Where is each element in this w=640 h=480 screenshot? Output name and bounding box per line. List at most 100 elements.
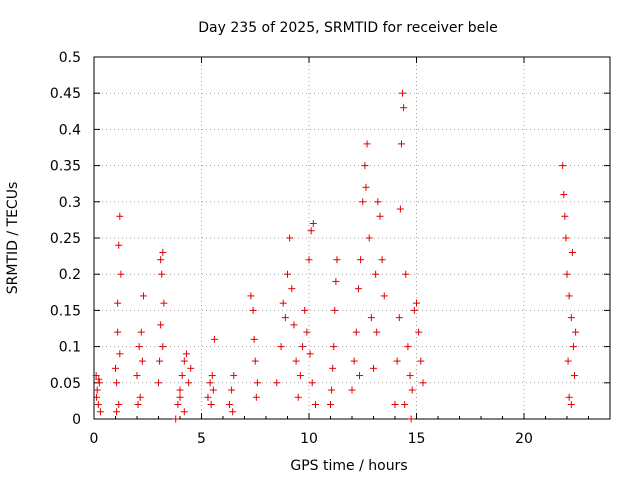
data-point [354, 285, 362, 293]
data-point [136, 393, 144, 401]
data-point [391, 401, 399, 409]
data-point [567, 401, 575, 409]
data-point [356, 372, 364, 380]
data-point [331, 306, 339, 314]
data-point [138, 357, 146, 365]
data-points [92, 89, 580, 423]
x-tick-label: 20 [515, 431, 533, 447]
data-point [159, 343, 167, 351]
data-point [560, 191, 568, 199]
data-point [229, 408, 237, 416]
data-point [359, 198, 367, 206]
data-point [306, 350, 314, 358]
data-point [362, 183, 370, 191]
data-point [113, 379, 121, 387]
data-point [116, 212, 124, 220]
data-point [157, 256, 165, 264]
data-point [158, 270, 166, 278]
data-point [408, 386, 416, 394]
data-point [301, 306, 309, 314]
data-point [180, 408, 188, 416]
data-point [404, 343, 412, 351]
data-point [230, 372, 238, 380]
data-point [251, 357, 259, 365]
data-point [413, 299, 420, 307]
data-point [252, 393, 260, 401]
y-tick-label: 0.35 [50, 159, 81, 175]
data-point [363, 140, 371, 148]
data-point [397, 140, 405, 148]
data-point [180, 357, 188, 365]
data-point [156, 357, 164, 365]
data-point [253, 379, 261, 387]
data-point [395, 314, 403, 322]
data-point [303, 328, 311, 336]
x-tick-label: 15 [408, 431, 426, 447]
x-tick-label: 10 [300, 431, 318, 447]
y-tick-label: 0.5 [59, 50, 81, 66]
data-point [115, 241, 123, 249]
data-point [112, 364, 119, 372]
data-point [399, 89, 407, 97]
data-point [284, 270, 291, 278]
grid [94, 57, 610, 419]
data-point [328, 386, 336, 394]
data-point [380, 292, 388, 300]
data-point [204, 393, 212, 401]
data-point [225, 401, 233, 409]
data-point [332, 277, 340, 285]
data-point [116, 350, 124, 358]
data-point [393, 357, 401, 365]
data-point [176, 386, 184, 394]
plot-border [93, 56, 611, 420]
data-point [327, 401, 334, 409]
data-point [209, 386, 217, 394]
data-point [137, 328, 145, 336]
data-point [185, 379, 193, 387]
data-point [174, 401, 182, 409]
data-point [361, 162, 369, 170]
data-point [172, 415, 180, 423]
data-point [311, 401, 319, 409]
data-point [228, 386, 236, 394]
data-point [407, 415, 415, 423]
data-point [410, 306, 418, 314]
data-point [559, 162, 567, 170]
data-point [307, 227, 315, 235]
data-point [139, 292, 147, 300]
data-point [352, 328, 360, 336]
y-tick-label: 0.4 [59, 122, 81, 138]
data-point [157, 321, 165, 329]
data-point [94, 401, 102, 409]
data-point [182, 350, 190, 358]
data-point [400, 104, 408, 112]
data-point [206, 379, 214, 387]
data-point [95, 375, 103, 383]
data-point [572, 328, 580, 336]
data-point [365, 234, 373, 242]
y-tick-label: 0.3 [59, 195, 81, 211]
data-point [155, 379, 162, 387]
data-point [348, 386, 356, 394]
data-point [134, 401, 142, 409]
data-point [135, 343, 143, 351]
y-tick-label: 0 [72, 412, 81, 428]
data-point [565, 393, 573, 401]
y-tick-label: 0.1 [59, 340, 81, 356]
data-point [406, 372, 414, 380]
data-point [277, 343, 285, 351]
data-point [281, 314, 289, 322]
y-tick-label: 0.25 [50, 231, 81, 247]
data-point [561, 212, 569, 220]
data-point [296, 372, 304, 380]
data-point [208, 372, 216, 380]
data-point [290, 321, 298, 329]
x-axis-label: GPS time / hours [290, 458, 407, 474]
data-point [187, 364, 195, 372]
data-point [95, 379, 103, 387]
data-point [401, 401, 409, 409]
data-point [373, 328, 381, 336]
data-point [370, 364, 377, 372]
data-point [372, 270, 380, 278]
data-point [378, 256, 386, 264]
